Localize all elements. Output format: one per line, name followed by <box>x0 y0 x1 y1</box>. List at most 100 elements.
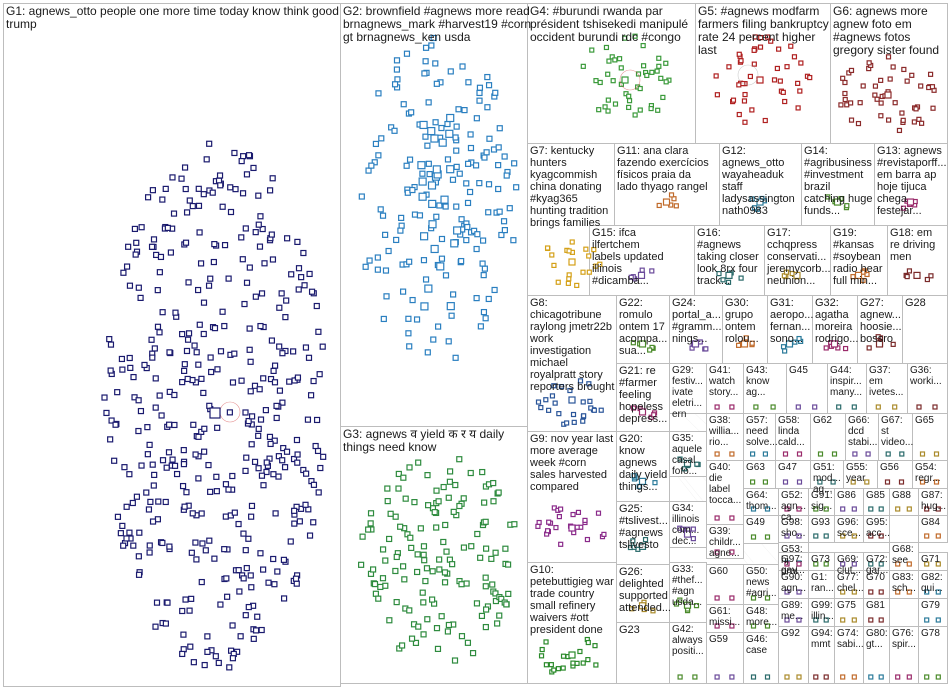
graph-node <box>796 479 803 485</box>
graph-node <box>186 607 193 614</box>
graph-node <box>582 517 588 523</box>
graph-node <box>288 271 295 278</box>
graph-node <box>148 336 155 343</box>
graph-node <box>771 77 778 83</box>
graph-node <box>713 73 719 79</box>
group-label-line: solve... <box>746 437 778 448</box>
graph-node <box>495 144 502 151</box>
graph-node <box>551 262 557 269</box>
graph-node <box>227 184 234 191</box>
graph-node <box>401 576 408 583</box>
group-label-line: G57: <box>746 415 768 426</box>
graph-node <box>201 448 208 455</box>
group-box-g60 <box>706 564 744 605</box>
graph-node <box>892 404 898 410</box>
group-label-line: agne... <box>709 548 740 559</box>
graph-node <box>560 653 567 659</box>
group-label-line: hoje tijuca <box>877 181 927 193</box>
group-label-line: G70 <box>866 572 885 583</box>
graph-node <box>379 575 387 582</box>
graph-node <box>386 535 393 543</box>
group-box-g24 <box>669 295 723 364</box>
graph-node <box>878 506 884 512</box>
graph-node <box>206 140 213 147</box>
graph-node <box>580 63 586 69</box>
graph-node <box>463 580 470 587</box>
group-label-line: G99: <box>811 600 833 611</box>
graph-node <box>468 543 475 550</box>
graph-node <box>854 271 863 279</box>
graph-node <box>655 107 661 113</box>
graph-node <box>770 404 776 410</box>
graph-node <box>399 288 407 295</box>
graph-node <box>144 451 151 458</box>
graph-node <box>928 273 934 279</box>
graph-node <box>445 338 452 345</box>
group-label-line: rate 24 percent higher <box>698 30 815 44</box>
graph-node <box>758 34 764 41</box>
graph-node <box>901 66 907 73</box>
graph-node <box>419 589 426 596</box>
graph-node <box>875 340 884 348</box>
graph-node <box>430 244 439 254</box>
graph-node <box>830 340 839 348</box>
graph-node <box>868 674 874 680</box>
graph-node <box>878 674 884 680</box>
group-box-g92 <box>778 626 809 684</box>
graph-node <box>648 105 654 112</box>
group-label-line: acc... <box>866 528 890 539</box>
graph-node <box>307 392 315 399</box>
graph-node <box>900 117 906 123</box>
graph-node <box>245 535 252 542</box>
group-label-g82: G82: qui... <box>921 572 943 594</box>
group-label-line: catching huge <box>804 193 873 205</box>
graph-node <box>243 171 251 178</box>
graph-node <box>458 216 465 223</box>
group-label-g25: G25: #tslivest... #agnews tslivesto <box>619 503 668 551</box>
graph-node <box>906 589 912 595</box>
graph-node <box>135 553 142 560</box>
graph-node <box>842 79 848 86</box>
graph-node <box>436 566 443 573</box>
graph-node <box>183 209 191 216</box>
group-label-line: small refinery <box>530 600 596 612</box>
graph-node <box>298 274 305 281</box>
graph-node <box>751 205 758 211</box>
graph-node <box>375 595 382 602</box>
graph-node <box>245 152 253 159</box>
graph-node <box>246 346 253 353</box>
graph-node <box>431 509 438 516</box>
graph-node <box>414 568 421 576</box>
graph-node <box>483 545 490 552</box>
graph-node <box>605 108 611 114</box>
graph-node <box>480 308 488 316</box>
group-label-line: waivers #ott <box>529 612 589 624</box>
graph-node <box>874 96 880 102</box>
graph-node <box>162 620 169 627</box>
graph-node <box>606 58 612 64</box>
group-box-g61 <box>706 604 744 633</box>
graph-node <box>131 225 139 233</box>
graph-node <box>295 286 302 293</box>
graph-node <box>574 524 580 530</box>
graph-node <box>270 555 277 563</box>
group-box-g36 <box>907 363 948 414</box>
graph-node <box>272 510 279 517</box>
group-box-g25 <box>616 501 670 565</box>
graph-node <box>851 506 857 512</box>
graph-node <box>240 530 247 537</box>
group-box-g29 <box>669 363 707 414</box>
graph-node <box>406 607 413 614</box>
group-label-line: radio hear <box>833 263 883 275</box>
graph-node <box>749 107 755 113</box>
graph-node <box>585 657 591 663</box>
graph-node <box>455 106 462 113</box>
group-label-line: inspir... <box>830 376 862 387</box>
graph-node <box>372 140 380 148</box>
graph-node <box>762 451 769 457</box>
graph-node <box>262 407 269 414</box>
graph-node <box>380 315 387 323</box>
group-label-line: G69: <box>837 554 859 565</box>
graph-node <box>424 349 431 356</box>
graph-node <box>308 288 316 295</box>
